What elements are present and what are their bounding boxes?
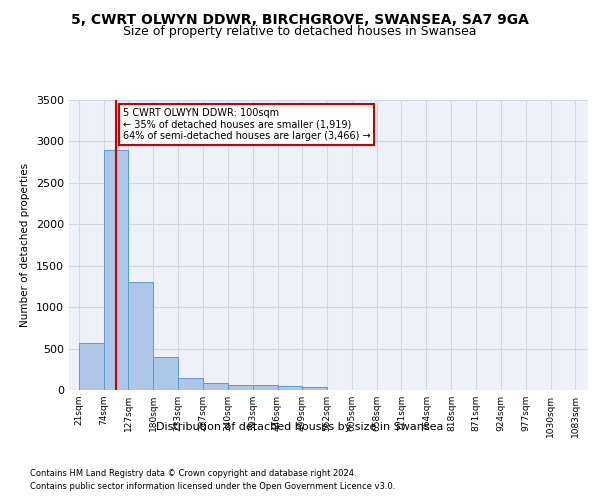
Bar [302,386,327,390]
Text: 5, CWRT OLWYN DDWR, BIRCHGROVE, SWANSEA, SA7 9GA: 5, CWRT OLWYN DDWR, BIRCHGROVE, SWANSEA,… [71,12,529,26]
Bar [278,386,302,390]
Text: Size of property relative to detached houses in Swansea: Size of property relative to detached ho… [123,25,477,38]
Bar [104,150,128,390]
Bar [153,357,178,390]
Text: 5 CWRT OLWYN DDWR: 100sqm
← 35% of detached houses are smaller (1,919)
64% of se: 5 CWRT OLWYN DDWR: 100sqm ← 35% of detac… [123,108,370,142]
Text: Contains public sector information licensed under the Open Government Licence v3: Contains public sector information licen… [30,482,395,491]
Y-axis label: Number of detached properties: Number of detached properties [20,163,31,327]
Text: Contains HM Land Registry data © Crown copyright and database right 2024.: Contains HM Land Registry data © Crown c… [30,468,356,477]
Bar [178,378,203,390]
Bar [253,386,278,390]
Bar [79,343,104,390]
Bar [128,282,153,390]
Bar [228,385,253,390]
Bar [203,383,228,390]
Text: Distribution of detached houses by size in Swansea: Distribution of detached houses by size … [157,422,443,432]
